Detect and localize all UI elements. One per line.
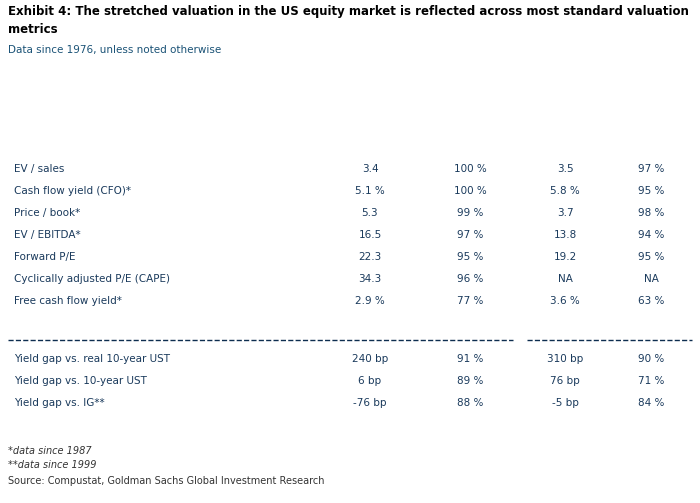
Text: NA: NA xyxy=(558,274,573,284)
Text: 90 %: 90 % xyxy=(638,354,664,364)
Text: 5.1 %: 5.1 % xyxy=(355,186,385,196)
Text: Median absolute metric: Median absolute metric xyxy=(14,319,162,329)
Text: 3.6 %: 3.6 % xyxy=(550,296,580,306)
Text: Historical
%ile: Historical %ile xyxy=(442,127,498,149)
Text: Median stock: Median stock xyxy=(565,97,648,107)
Text: 84 %: 84 % xyxy=(638,398,664,408)
Text: 88 %: 88 % xyxy=(457,398,483,408)
Text: 5.3: 5.3 xyxy=(362,208,378,218)
Text: -76 bp: -76 bp xyxy=(354,398,386,408)
Text: Historical
%ile: Historical %ile xyxy=(623,127,679,149)
Text: 76 bp: 76 bp xyxy=(550,376,580,386)
Text: EV / EBITDA*: EV / EBITDA* xyxy=(14,230,80,240)
Text: 94 %: 94 % xyxy=(638,230,664,240)
Text: 91 %: 91 % xyxy=(457,354,483,364)
Text: Yield gap vs. IG**: Yield gap vs. IG** xyxy=(14,398,104,408)
Text: EV / sales: EV / sales xyxy=(14,164,64,174)
Text: 240 bp: 240 bp xyxy=(352,354,388,364)
Text: 3.4: 3.4 xyxy=(362,164,378,174)
Text: 97 %: 97 % xyxy=(638,164,664,174)
Text: 96 %: 96 % xyxy=(457,274,483,284)
Text: metrics: metrics xyxy=(8,23,57,36)
Text: 13.8: 13.8 xyxy=(554,230,577,240)
Text: 97 %: 97 % xyxy=(455,319,485,329)
Text: Cyclically adjusted P/E (CAPE): Cyclically adjusted P/E (CAPE) xyxy=(14,274,170,284)
Text: -5 bp: -5 bp xyxy=(552,398,578,408)
Text: 95 %: 95 % xyxy=(638,186,664,196)
Text: Source: Compustat, Goldman Sachs Global Investment Research: Source: Compustat, Goldman Sachs Global … xyxy=(8,476,325,486)
Text: Free cash flow yield*: Free cash flow yield* xyxy=(14,296,122,306)
Text: Exhibit 4: The stretched valuation in the US equity market is reflected across m: Exhibit 4: The stretched valuation in th… xyxy=(8,5,689,18)
Text: *data since 1987: *data since 1987 xyxy=(8,446,92,456)
Text: 22.3: 22.3 xyxy=(358,252,382,262)
Text: Yield gap vs. 10-year UST: Yield gap vs. 10-year UST xyxy=(14,376,147,386)
Text: Current: Current xyxy=(542,133,587,143)
Text: Metrics: Metrics xyxy=(14,133,57,143)
Text: 3.7: 3.7 xyxy=(556,208,573,218)
Text: 3.5: 3.5 xyxy=(556,164,573,174)
Text: 98 %: 98 % xyxy=(638,208,664,218)
Text: 5.8 %: 5.8 % xyxy=(550,186,580,196)
Text: 2.9 %: 2.9 % xyxy=(355,296,385,306)
Text: 16.5: 16.5 xyxy=(358,230,382,240)
Text: **data since 1999: **data since 1999 xyxy=(8,460,97,470)
Text: Cash flow yield (CFO)*: Cash flow yield (CFO)* xyxy=(14,186,131,196)
Text: Yield gap vs. real 10-year UST: Yield gap vs. real 10-year UST xyxy=(14,354,170,364)
Text: 63 %: 63 % xyxy=(638,296,664,306)
Text: 34.3: 34.3 xyxy=(358,274,382,284)
Text: Median relative metric: Median relative metric xyxy=(14,421,155,431)
Text: 310 bp: 310 bp xyxy=(547,354,583,364)
Text: 6 bp: 6 bp xyxy=(358,376,382,386)
Text: 89 %: 89 % xyxy=(455,421,485,431)
Text: 97 %: 97 % xyxy=(457,230,483,240)
Text: Aggregate index: Aggregate index xyxy=(368,97,472,107)
Text: 95 %: 95 % xyxy=(638,252,664,262)
Text: Current: Current xyxy=(348,133,393,143)
Text: 19.2: 19.2 xyxy=(554,252,577,262)
Text: 95 %: 95 % xyxy=(457,252,483,262)
Text: 99 %: 99 % xyxy=(457,208,483,218)
Text: 89 %: 89 % xyxy=(457,376,483,386)
Text: 100 %: 100 % xyxy=(454,186,486,196)
Text: 71 %: 71 % xyxy=(638,376,664,386)
Text: Data since 1976, unless noted otherwise: Data since 1976, unless noted otherwise xyxy=(8,45,221,55)
Text: 77 %: 77 % xyxy=(457,296,483,306)
Text: NA: NA xyxy=(643,274,659,284)
Text: 95 %: 95 % xyxy=(636,319,666,329)
Text: 84 %: 84 % xyxy=(636,421,666,431)
Text: Forward P/E: Forward P/E xyxy=(14,252,76,262)
Text: Price / book*: Price / book* xyxy=(14,208,80,218)
Text: 100 %: 100 % xyxy=(454,164,486,174)
